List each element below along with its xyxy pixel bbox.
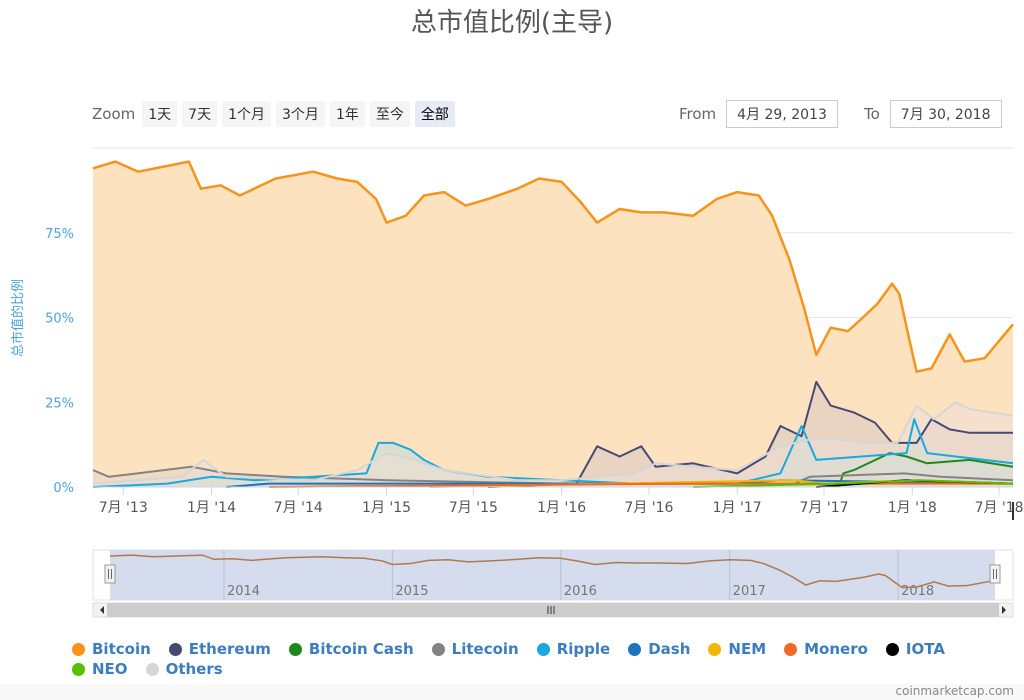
series-line-others[interactable] (92, 401, 1014, 485)
y-tick-label: 25% (45, 396, 74, 411)
legend-label: Dash (648, 640, 691, 658)
x-tick-label: 7月 '18 (975, 500, 1024, 516)
zoom-button-ytd[interactable]: 至今 (369, 101, 410, 127)
navigator[interactable]: 2014 2015 2016 2017 2018 (92, 549, 1014, 618)
date-range-to: To 7月 30, 2018 (864, 100, 1002, 128)
navigator-series-line (109, 554, 996, 589)
y-tick-label: 75% (45, 227, 74, 242)
legend-dot-icon (168, 642, 182, 656)
navigator-year-label: 2014 (227, 584, 260, 599)
x-tick-label: 7月 '16 (624, 500, 673, 516)
chart-title: 总市值比例(主导) (410, 8, 614, 38)
zoom-controls: Zoom 1天 7天 1个月 3个月 1年 至今 全部 (92, 101, 455, 127)
legend-dot-icon (708, 642, 722, 656)
legend-dot-icon (288, 642, 302, 656)
credit-text: coinmarketcap.com (895, 684, 1014, 698)
from-date-input[interactable]: 4月 29, 2013 (726, 100, 838, 128)
legend-item-ripple[interactable]: Ripple (536, 640, 611, 658)
legend-label: Litecoin (451, 640, 519, 658)
x-tick-label: 1月 '16 (537, 500, 586, 516)
x-tick-label: 1月 '18 (888, 500, 937, 516)
legend-item-monero[interactable]: Monero (784, 640, 868, 658)
navigator-year-label: 2017 (733, 584, 766, 599)
legend-label: IOTA (905, 640, 945, 658)
zoom-button-3m[interactable]: 3个月 (276, 101, 325, 127)
legend-label: Ethereum (188, 640, 271, 658)
zoom-label: Zoom (92, 105, 136, 123)
navigator-year-label: 2015 (395, 584, 428, 599)
legend-dot-icon (72, 642, 85, 656)
legend-item-dash[interactable]: Dash (628, 640, 690, 658)
x-tick-label: 7月 '14 (274, 500, 323, 516)
from-label: From (679, 105, 717, 123)
series-line-monero[interactable] (268, 482, 1013, 488)
dominance-chart: 0%25%50%75% 7月 '13 1月 '14 7月 '14 1月 '15 7月 '… (10, 147, 1024, 618)
legend-item-bitcoin[interactable]: Bitcoin (72, 640, 151, 658)
series-areas (93, 161, 1014, 487)
series-line-ethereum[interactable] (488, 380, 1013, 488)
to-label: To (864, 105, 880, 123)
legend-item-iota[interactable]: IOTA (885, 640, 945, 658)
scroll-right-arrow-icon[interactable] (1002, 606, 1006, 614)
zoom-button-7d[interactable]: 7天 (182, 101, 218, 127)
y-axis: 0% 25% 50% 75% (45, 227, 74, 496)
to-date-input[interactable]: 7月 30, 2018 (889, 100, 1002, 128)
navigator-year-label: 2016 (564, 584, 597, 599)
legend-item-bitcoin-cash[interactable]: Bitcoin Cash (288, 640, 414, 658)
scroll-left-arrow-icon[interactable] (100, 606, 104, 614)
navigator-handle-left[interactable] (104, 564, 116, 584)
zoom-button-1d[interactable]: 1天 (142, 101, 178, 127)
x-tick-label: 1月 '14 (187, 500, 236, 516)
legend-item-nem[interactable]: NEM (708, 640, 766, 658)
legend-dot-icon (536, 642, 550, 656)
legend-dot-icon (72, 662, 85, 676)
legend-label: Bitcoin Cash (308, 640, 414, 658)
legend-item-others[interactable]: Others (145, 660, 223, 678)
x-tick-label: 1月 '17 (713, 500, 762, 516)
y-tick-label: 50% (45, 312, 74, 327)
x-axis: 7月 '13 1月 '14 7月 '14 1月 '15 7月 '15 1月 '16 7月 '… (93, 486, 1024, 520)
legend-item-ethereum[interactable]: Ethereum (168, 640, 271, 658)
series-line-bitcoin-cash[interactable] (837, 452, 1014, 488)
legend-dot-icon (431, 642, 445, 656)
legend-label: Ripple (556, 640, 611, 658)
legend-item-neo[interactable]: NEO (72, 660, 128, 678)
x-tick-label: 1月 '15 (362, 500, 411, 516)
date-range-from: From 4月 29, 2013 (679, 100, 838, 128)
legend-label: NEO (92, 660, 128, 678)
legend-label: Others (165, 660, 223, 678)
legend-label: Bitcoin (92, 640, 151, 658)
series-line-litecoin[interactable] (92, 465, 1014, 485)
footer-band (0, 684, 1024, 700)
zoom-button-1y[interactable]: 1年 (329, 101, 365, 127)
legend-item-litecoin[interactable]: Litecoin (431, 640, 519, 658)
x-tick-label: 7月 '13 (99, 500, 148, 516)
legend-dot-icon (784, 642, 798, 656)
scrollbar-thumb[interactable] (107, 603, 999, 617)
y-tick-label: 0% (53, 481, 74, 496)
legend-label: Monero (804, 640, 868, 658)
legend-dot-icon (628, 642, 642, 656)
series-line-bitcoin[interactable] (92, 160, 1014, 373)
zoom-button-1m[interactable]: 1个月 (222, 101, 272, 127)
y-axis-label: 总市值的比例 (10, 279, 26, 357)
x-tick-label: 7月 '17 (799, 500, 848, 516)
series-lines (92, 160, 1014, 488)
legend: Bitcoin Ethereum Bitcoin Cash Litecoin Rippl… (72, 640, 1012, 680)
navigator-handle-right[interactable] (989, 564, 1001, 584)
legend-label: NEM (728, 640, 767, 658)
legend-dot-icon (145, 662, 159, 676)
series-line-neo[interactable] (693, 479, 1014, 488)
legend-dot-icon (885, 642, 899, 656)
zoom-button-all[interactable]: 全部 (414, 101, 455, 127)
series-area-bitcoin (93, 161, 1013, 487)
x-tick-label: 7月 '15 (449, 500, 498, 516)
